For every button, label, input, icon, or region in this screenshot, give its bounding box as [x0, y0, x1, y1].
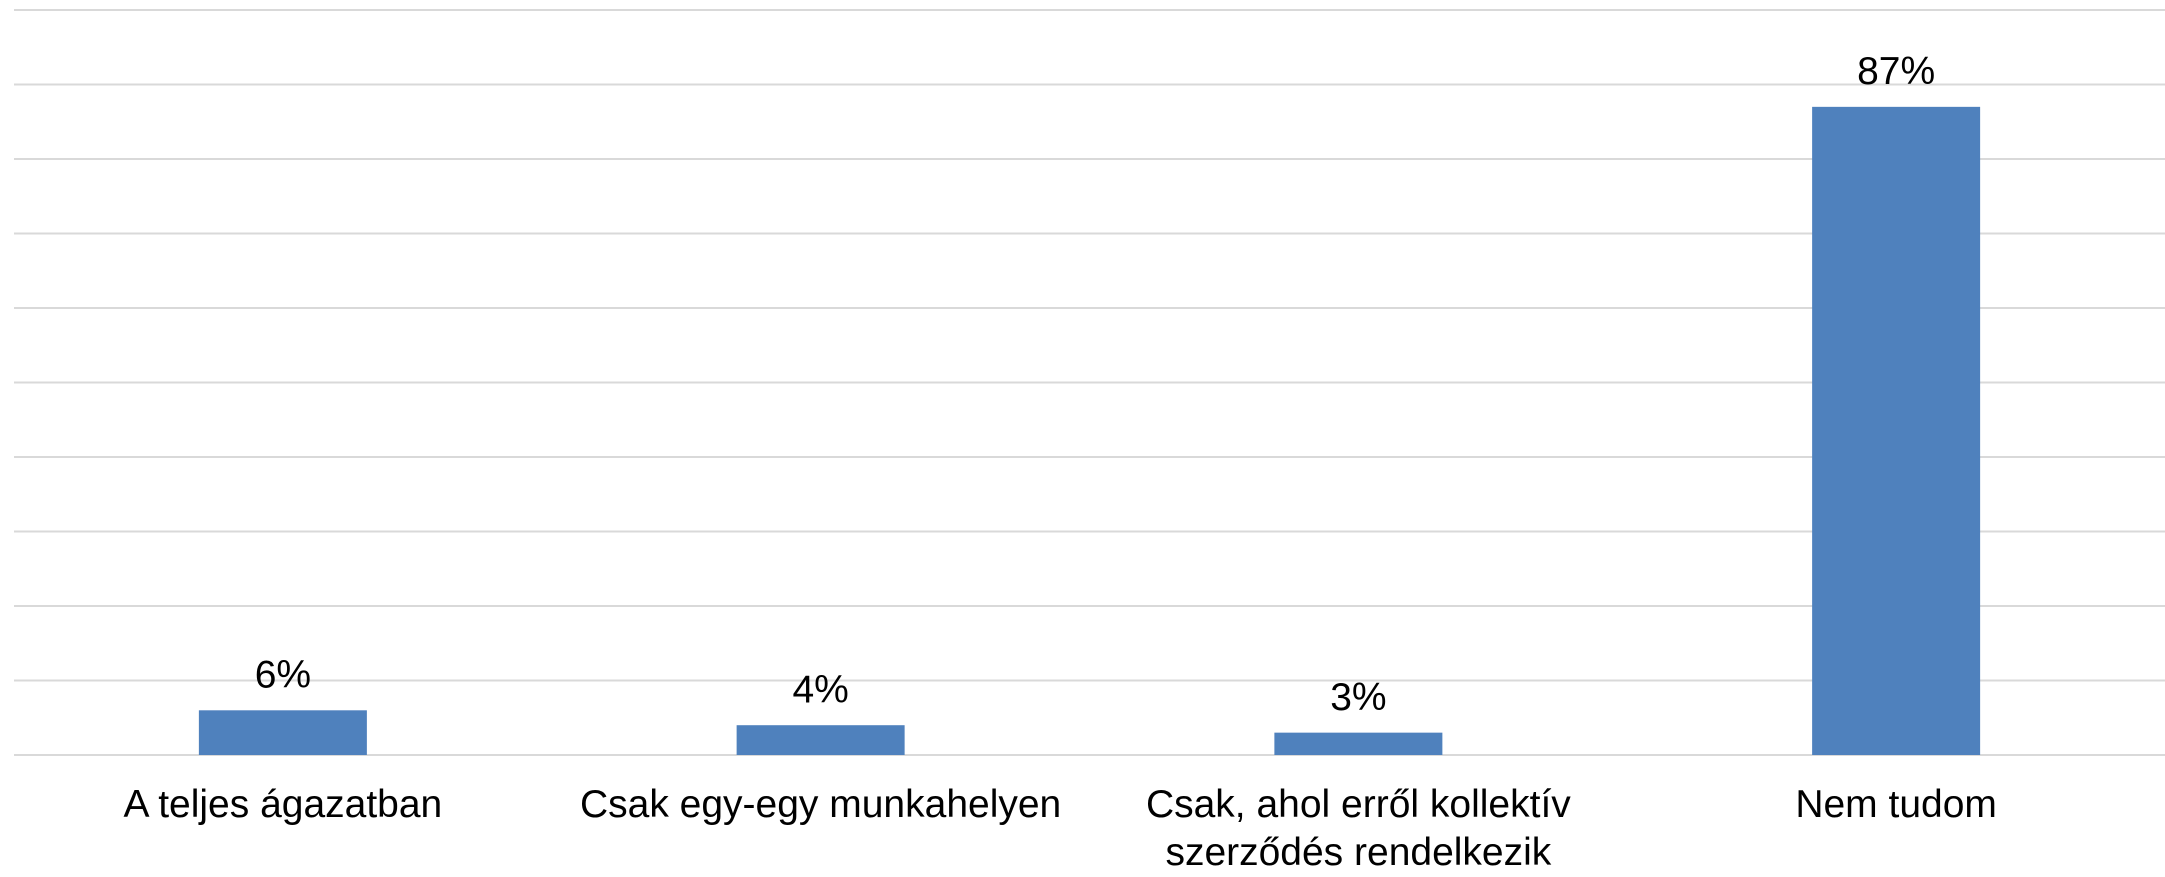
value-label: 4% [792, 668, 848, 711]
x-tick-label: Csak egy-egy munkahelyen [579, 783, 1062, 826]
bar [736, 725, 905, 755]
value-label: 87% [1857, 50, 1935, 93]
x-tick-label: A teljes ágazatban [123, 783, 443, 826]
value-label: 3% [1330, 676, 1386, 719]
x-tick-label: Csak, ahol erről kollektív szerződés ren… [1145, 783, 1571, 874]
value-label: 6% [255, 654, 311, 697]
bar [1274, 732, 1443, 755]
bar [1812, 106, 1981, 756]
x-tick-label: Nem tudom [1795, 783, 1997, 826]
bar [198, 710, 367, 755]
